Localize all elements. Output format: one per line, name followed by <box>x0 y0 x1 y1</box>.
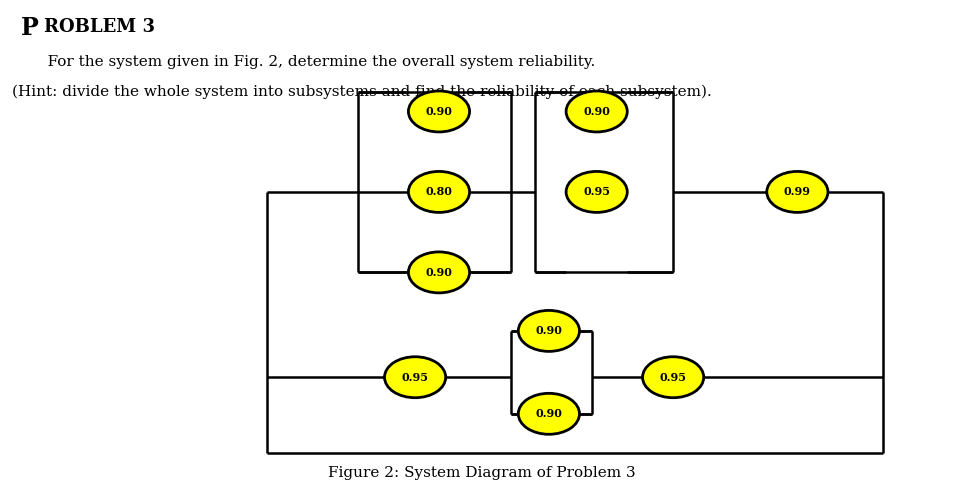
Text: 0.95: 0.95 <box>583 186 610 197</box>
Text: 0.95: 0.95 <box>402 372 429 383</box>
Ellipse shape <box>519 310 579 351</box>
Text: 0.90: 0.90 <box>425 267 452 278</box>
Ellipse shape <box>566 91 628 132</box>
Text: 0.80: 0.80 <box>425 186 452 197</box>
Text: ROBLEM 3: ROBLEM 3 <box>44 18 155 36</box>
Ellipse shape <box>409 172 469 212</box>
Text: 0.90: 0.90 <box>583 106 610 117</box>
Ellipse shape <box>566 172 628 212</box>
Text: For the system given in Fig. 2, determine the overall system reliability.: For the system given in Fig. 2, determin… <box>33 56 595 69</box>
Ellipse shape <box>409 252 469 293</box>
Text: 0.95: 0.95 <box>659 372 686 383</box>
Ellipse shape <box>766 172 828 212</box>
Text: (Hint: divide the whole system into subsystems and find the reliability of each : (Hint: divide the whole system into subs… <box>12 85 711 99</box>
Ellipse shape <box>385 357 445 398</box>
Ellipse shape <box>643 357 704 398</box>
Text: 0.90: 0.90 <box>535 408 562 419</box>
Text: Figure 2: System Diagram of Problem 3: Figure 2: System Diagram of Problem 3 <box>328 466 636 480</box>
Text: 0.90: 0.90 <box>535 325 562 336</box>
Ellipse shape <box>409 91 469 132</box>
Text: P: P <box>21 16 40 40</box>
Text: 0.90: 0.90 <box>425 106 452 117</box>
Ellipse shape <box>519 393 579 434</box>
Text: 0.99: 0.99 <box>784 186 811 197</box>
